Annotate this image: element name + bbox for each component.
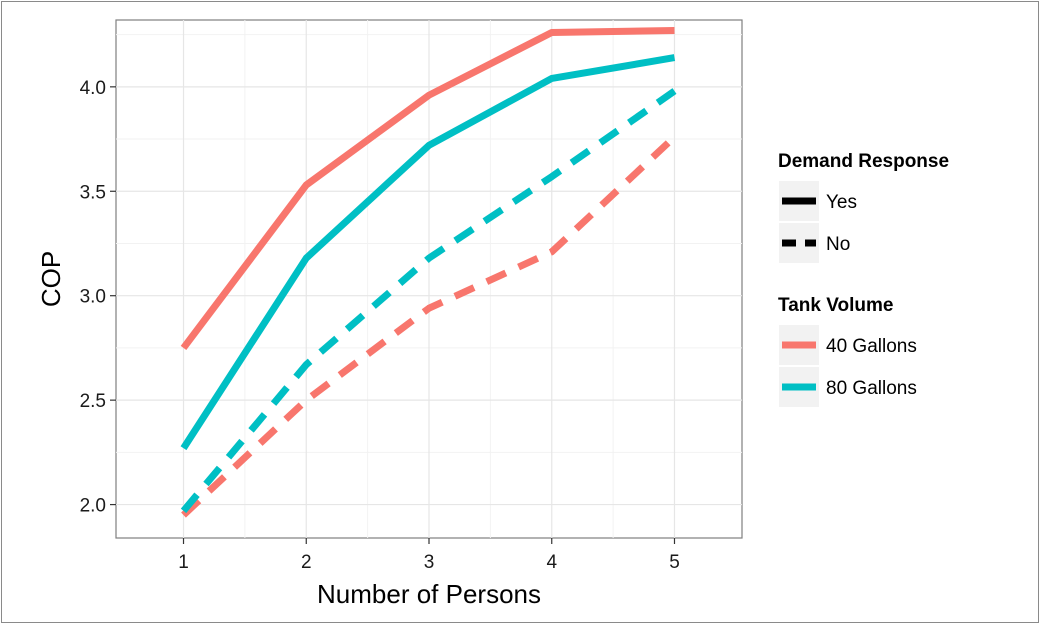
y-tick-label: 3.0 [80, 287, 106, 308]
series-line [180, 26, 675, 351]
legend-label: 40 Gallons [826, 336, 917, 357]
y-tick-label: 3.5 [80, 182, 106, 203]
legend: Demand Response Yes No Tank Volume 40 Gallon… [777, 151, 949, 409]
series-line [181, 134, 677, 518]
series-line [180, 54, 676, 451]
axes-layer: 1 2 3 4 5 2.0 2.5 3.0 3.5 4.0 [80, 78, 680, 573]
x-tick-label: 3 [424, 552, 435, 573]
x-tick-label: 1 [178, 552, 189, 573]
y-axis-title: COP [36, 251, 66, 307]
legend-label: Yes [826, 192, 857, 213]
x-axis-title: Number of Persons [317, 579, 541, 609]
x-tick-label: 2 [301, 552, 312, 573]
legend-title: Tank Volume [778, 295, 893, 316]
grid-major [116, 20, 742, 538]
legend-title: Demand Response [778, 151, 949, 172]
legend-label: 80 Gallons [826, 378, 917, 399]
legend-label: No [826, 234, 850, 255]
series-layer [180, 26, 677, 518]
y-tick-label: 2.5 [80, 391, 106, 412]
y-tick-label: 2.0 [80, 496, 106, 517]
y-tick-label: 4.0 [80, 78, 106, 99]
x-tick-label: 5 [669, 552, 680, 573]
series-line [180, 88, 677, 514]
x-tick-label: 4 [546, 552, 557, 573]
